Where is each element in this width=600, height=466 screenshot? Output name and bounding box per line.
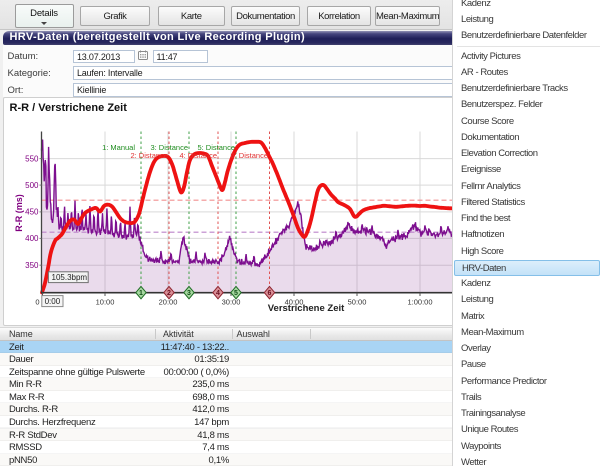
svg-text:350: 350 [25, 261, 39, 270]
svg-text:0:00: 0:00 [45, 297, 61, 306]
svg-text:40:00: 40:00 [285, 298, 304, 307]
svg-text:20:00: 20:00 [159, 298, 178, 307]
svg-text:1:00:00: 1:00:00 [407, 298, 432, 307]
svg-text:450: 450 [25, 208, 39, 217]
svg-text:0: 0 [35, 298, 39, 307]
svg-text:3: Distance: 3: Distance [150, 143, 188, 152]
svg-text:3: 3 [187, 290, 191, 297]
svg-text:1: Manual: 1: Manual [102, 143, 135, 152]
svg-text:30:00: 30:00 [222, 298, 241, 307]
svg-text:50:00: 50:00 [348, 298, 367, 307]
svg-text:Verstrichene Zeit: Verstrichene Zeit [268, 303, 345, 314]
svg-text:1: 1 [139, 290, 143, 297]
svg-text:10:00: 10:00 [96, 298, 115, 307]
svg-text:105.3bpm: 105.3bpm [52, 273, 88, 282]
svg-text:4: 4 [216, 290, 220, 297]
svg-text:500: 500 [25, 181, 39, 190]
svg-text:6: Distance: 6: Distance [230, 151, 268, 160]
svg-text:5: Distance: 5: Distance [197, 143, 235, 152]
svg-text:2: Distance: 2: Distance [130, 151, 168, 160]
svg-text:4: Distance: 4: Distance [179, 151, 217, 160]
svg-text:400: 400 [25, 234, 39, 243]
svg-text:550: 550 [25, 154, 39, 163]
svg-text:R-R (ms): R-R (ms) [14, 194, 24, 232]
svg-text:2: 2 [167, 290, 171, 297]
svg-text:5: 5 [234, 290, 238, 297]
svg-text:6: 6 [268, 290, 272, 297]
